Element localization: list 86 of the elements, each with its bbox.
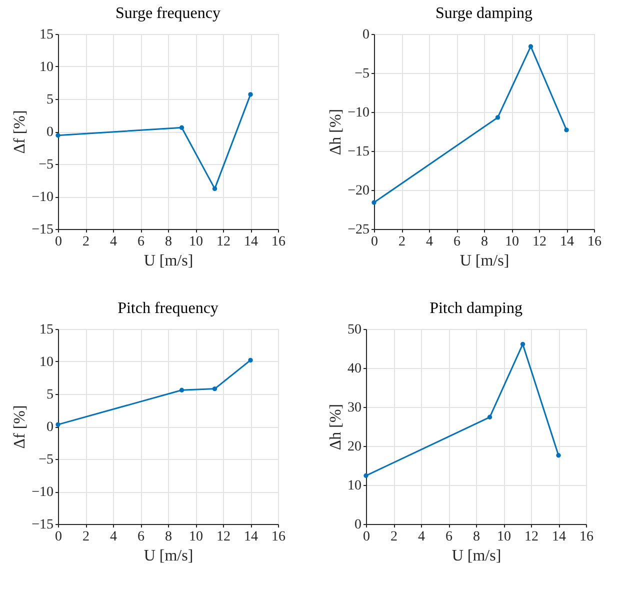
x-tick-label: 12 bbox=[216, 530, 230, 544]
x-tick-label: 2 bbox=[390, 530, 398, 544]
point bbox=[179, 388, 184, 392]
point bbox=[56, 133, 60, 138]
x-tick-label: 2 bbox=[398, 234, 406, 250]
y-axis-title: Δh [%] bbox=[328, 404, 344, 450]
x-tick-label: 4 bbox=[110, 530, 117, 544]
chart-title: Surge damping bbox=[435, 5, 533, 22]
point bbox=[556, 453, 561, 458]
x-tick-label: 4 bbox=[426, 234, 433, 250]
x-tick-label: 16 bbox=[580, 530, 594, 544]
x-tick-label: 6 bbox=[138, 234, 144, 250]
y-tick-label: −10 bbox=[348, 106, 370, 120]
y-tick-label: 0 bbox=[362, 28, 370, 42]
x-tick-label: 10 bbox=[505, 234, 519, 250]
y-tick-label: −5 bbox=[38, 452, 54, 468]
x-tick-label: 12 bbox=[532, 234, 546, 250]
x-axis-title: U [m/s] bbox=[452, 548, 502, 564]
x-tick-label: 4 bbox=[418, 530, 425, 544]
point bbox=[56, 422, 60, 427]
y-tick-label: 30 bbox=[348, 400, 362, 416]
y-tick-label: 0 bbox=[354, 518, 362, 532]
y-tick-label: 10 bbox=[348, 478, 362, 494]
y-tick-label: −15 bbox=[348, 144, 370, 160]
y-axis-title: Δh [%] bbox=[328, 108, 345, 156]
x-tick-label: 14 bbox=[560, 234, 574, 250]
point bbox=[212, 386, 218, 392]
y-axis-title: Δf [%] bbox=[12, 110, 29, 154]
x-tick-label: 12 bbox=[524, 530, 538, 544]
y-tick-label: −10 bbox=[32, 485, 54, 500]
x-tick-label: 6 bbox=[446, 530, 452, 544]
y-tick-label: −10 bbox=[32, 190, 54, 205]
point bbox=[179, 125, 184, 130]
point bbox=[372, 200, 376, 205]
x-tick-label: 16 bbox=[272, 234, 286, 250]
x-tick-label: 4 bbox=[110, 234, 117, 250]
y-tick-label: 40 bbox=[348, 362, 362, 376]
y-tick-label: −20 bbox=[348, 184, 370, 198]
y-tick-label: 5 bbox=[46, 92, 54, 108]
y-tick-label: −5 bbox=[38, 158, 54, 172]
x-tick-label: 14 bbox=[244, 530, 258, 544]
y-tick-label: 15 bbox=[40, 322, 54, 338]
point bbox=[520, 342, 526, 347]
x-tick-label: 8 bbox=[165, 530, 172, 544]
y-axis-title: Δf [%] bbox=[12, 405, 29, 449]
chart-title: Surge frequency bbox=[116, 5, 220, 22]
chart-title: Pitch frequency bbox=[118, 300, 218, 317]
x-tick-label: 12 bbox=[216, 234, 230, 250]
x-tick-label: 10 bbox=[189, 234, 203, 250]
point bbox=[495, 115, 500, 120]
y-tick-label: −15 bbox=[32, 222, 54, 238]
chart-title: Pitch damping bbox=[430, 300, 522, 317]
point bbox=[248, 92, 253, 97]
x-axis-title: U [m/s] bbox=[144, 548, 194, 564]
y-tick-label: −15 bbox=[32, 518, 54, 532]
point bbox=[528, 44, 534, 49]
y-tick-label: −5 bbox=[354, 66, 370, 82]
y-tick-label: 15 bbox=[40, 28, 54, 42]
x-axis-title: U [m/s] bbox=[460, 252, 510, 270]
y-tick-label: 0 bbox=[46, 125, 54, 140]
point bbox=[248, 358, 253, 363]
x-tick-label: 2 bbox=[82, 234, 90, 250]
point bbox=[212, 186, 218, 192]
x-tick-label: 14 bbox=[244, 234, 258, 250]
x-tick-label: 10 bbox=[189, 530, 203, 544]
x-tick-label: 2 bbox=[82, 530, 90, 544]
x-tick-label: 8 bbox=[165, 234, 172, 250]
x-tick-label: 6 bbox=[454, 234, 460, 250]
y-tick-label: 5 bbox=[46, 388, 54, 402]
x-axis-title: U [m/s] bbox=[144, 252, 194, 270]
y-tick-label: −25 bbox=[348, 222, 370, 238]
y-tick-label: 0 bbox=[46, 420, 54, 435]
point bbox=[364, 473, 368, 478]
y-tick-label: 20 bbox=[348, 440, 362, 454]
x-tick-label: 14 bbox=[552, 530, 566, 544]
y-tick-label: 10 bbox=[40, 60, 54, 75]
x-tick-label: 10 bbox=[497, 530, 511, 544]
point bbox=[487, 414, 492, 420]
x-tick-label: 8 bbox=[473, 530, 480, 544]
y-tick-label: 50 bbox=[348, 322, 362, 338]
x-tick-label: 6 bbox=[138, 530, 144, 544]
x-tick-label: 8 bbox=[481, 234, 488, 250]
x-tick-label: 16 bbox=[588, 234, 602, 250]
y-tick-label: 10 bbox=[40, 355, 54, 370]
point bbox=[564, 128, 569, 132]
x-tick-label: 16 bbox=[272, 530, 286, 544]
